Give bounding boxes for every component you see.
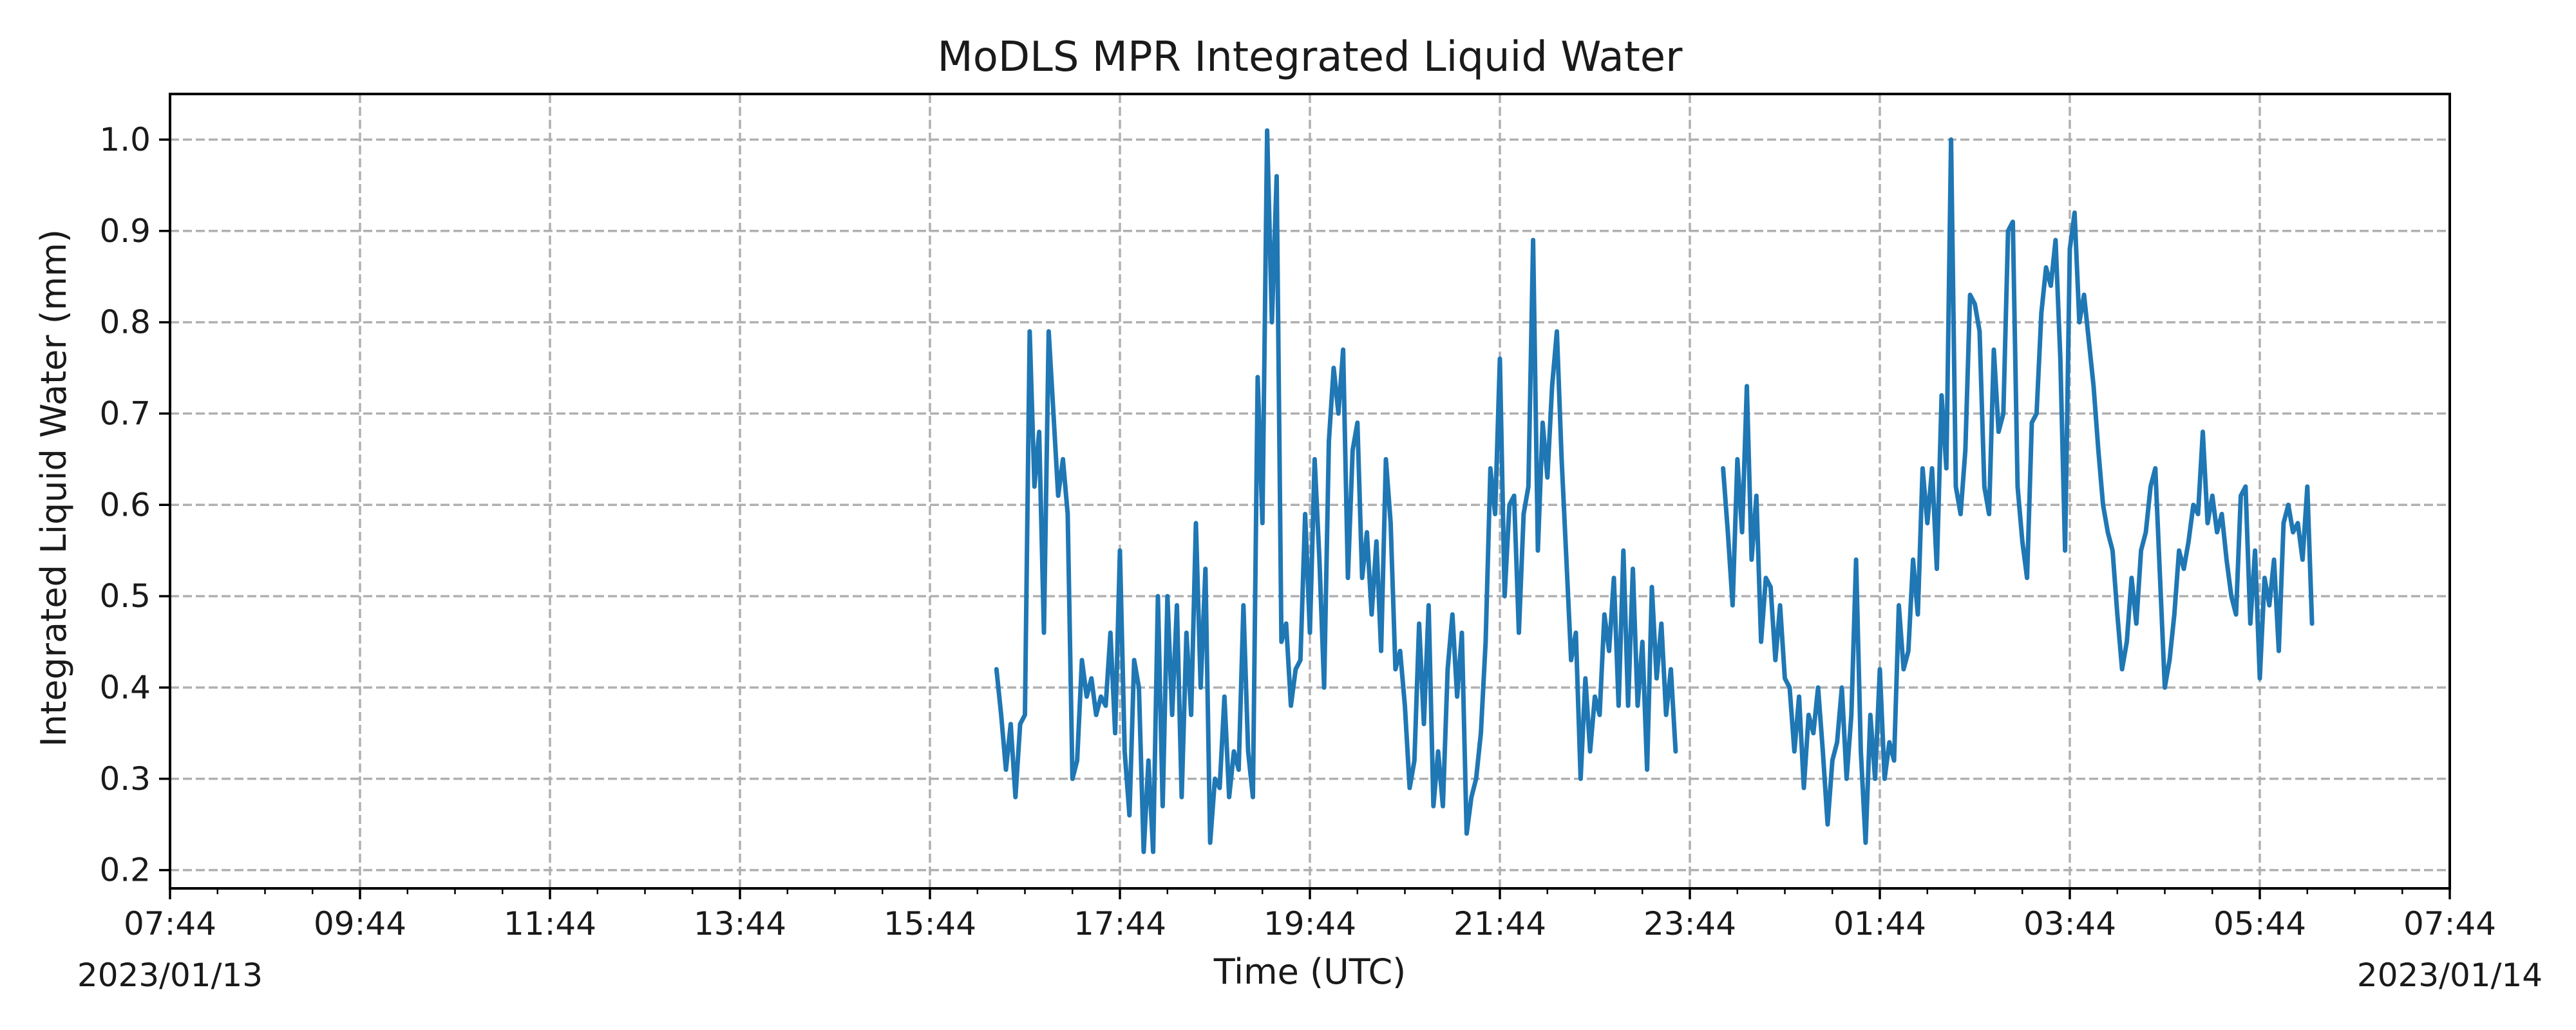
date-end-label: 2023/01/14 — [2357, 957, 2543, 994]
x-tick-label: 01:44 — [1833, 905, 1926, 942]
grid-lines — [169, 94, 2451, 888]
x-axis: 07:44 09:44 11:44 13:44 15:44 17:44 19:44 21:44… — [124, 888, 2496, 942]
plot-area — [994, 128, 2315, 854]
y-tick-label: 0.8 — [99, 304, 151, 341]
y-tick-label: 0.4 — [99, 669, 151, 706]
x-tick-label: 03:44 — [2023, 905, 2116, 942]
chart-title: MoDLS MPR Integrated Liquid Water — [938, 33, 1683, 81]
y-tick-label: 1.0 — [99, 121, 151, 158]
y-tick-label: 0.3 — [99, 760, 151, 798]
series-line-segment — [1721, 137, 2315, 845]
y-axis-label: Integrated Liquid Water (mm) — [33, 229, 74, 747]
y-tick-label: 0.9 — [99, 212, 151, 250]
series-line-segment — [994, 128, 1678, 854]
y-tick-label: 0.2 — [99, 852, 151, 889]
x-tick-label: 19:44 — [1264, 905, 1356, 942]
y-axis: 0.2 0.3 0.4 0.5 0.6 0.7 0.8 0.9 1.0 — [99, 121, 170, 889]
y-tick-label: 0.6 — [99, 486, 151, 523]
x-tick-label: 05:44 — [2213, 905, 2306, 942]
x-tick-label: 07:44 — [2403, 905, 2496, 942]
y-tick-label: 0.5 — [99, 577, 151, 615]
x-tick-label: 15:44 — [884, 905, 976, 942]
y-tick-label: 0.7 — [99, 395, 151, 432]
x-tick-label: 07:44 — [124, 905, 216, 942]
x-tick-label: 13:44 — [694, 905, 786, 942]
x-tick-label: 21:44 — [1454, 905, 1546, 942]
x-tick-label: 09:44 — [314, 905, 406, 942]
x-axis-label: Time (UTC) — [1213, 951, 1406, 992]
x-tick-label: 17:44 — [1074, 905, 1166, 942]
x-tick-label: 11:44 — [504, 905, 596, 942]
date-start-label: 2023/01/13 — [77, 957, 263, 994]
x-tick-label: 23:44 — [1643, 905, 1736, 942]
